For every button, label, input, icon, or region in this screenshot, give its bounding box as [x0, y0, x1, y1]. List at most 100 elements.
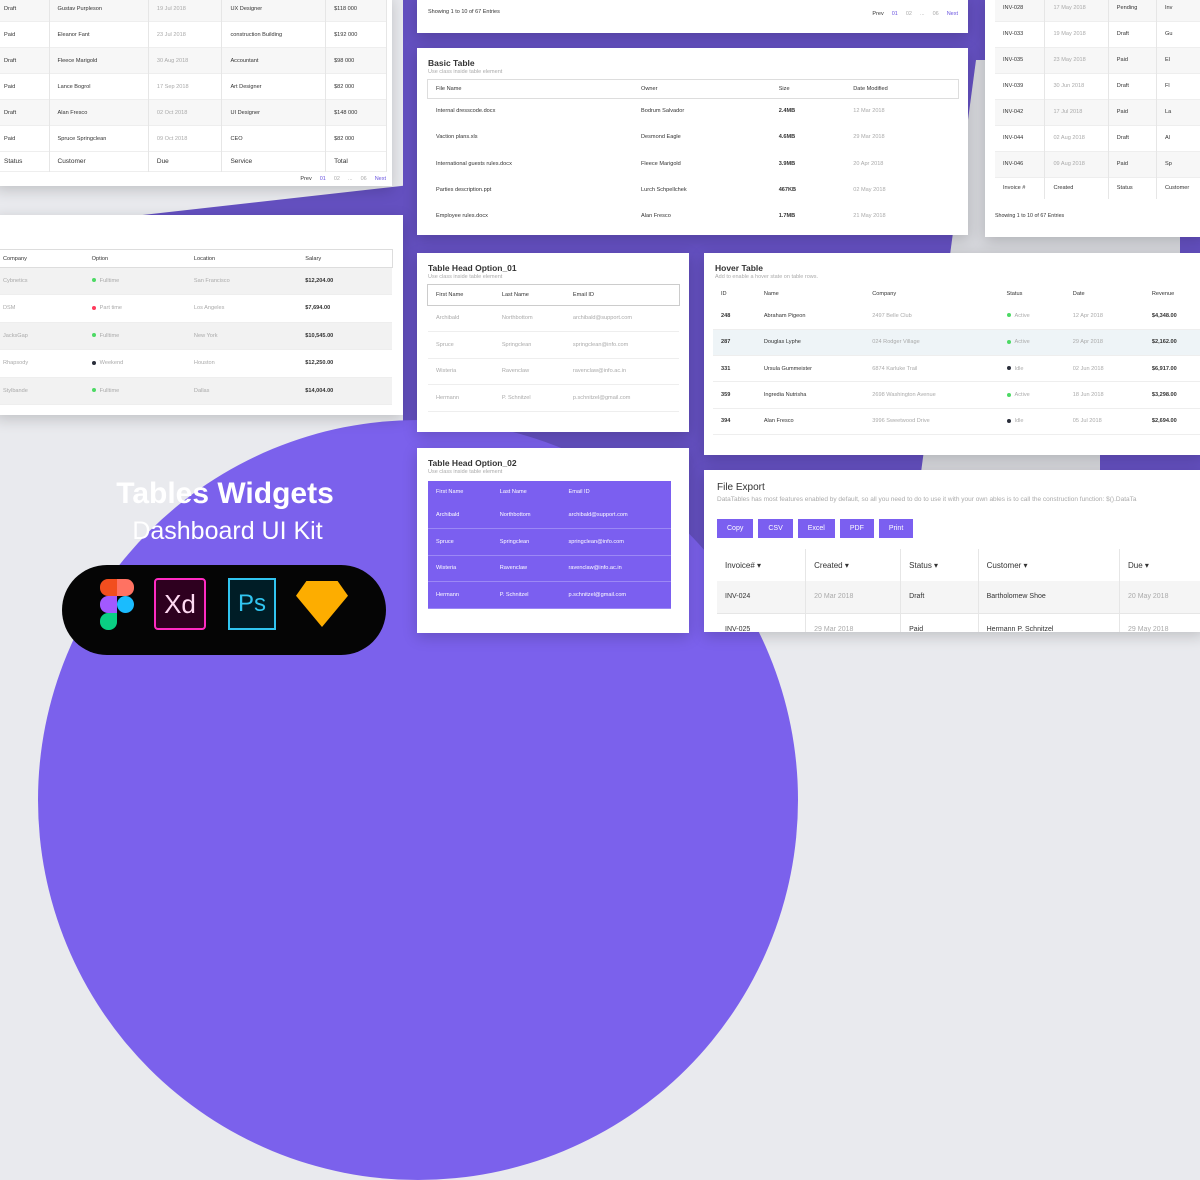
table-row[interactable]: Spruce Springclean springclean@info.com	[428, 332, 679, 358]
page-link[interactable]: ...	[347, 176, 353, 182]
panel-title: Basic Table	[428, 58, 475, 68]
page-link[interactable]: Prev	[300, 176, 312, 182]
sort-caret-icon[interactable]: ▾	[1021, 560, 1028, 570]
table-row[interactable]: Hermann P. Schnitzel p.schnitzel@gmail.com	[428, 582, 671, 608]
column-header[interactable]: Due ▾	[1119, 549, 1200, 581]
table-row[interactable]: JacksGap Fulltime New York $10,545.00	[0, 322, 392, 350]
page-link[interactable]: Prev	[872, 11, 884, 17]
status-cell: Fulltime	[84, 267, 186, 295]
page-link[interactable]: 06	[360, 176, 367, 182]
sort-caret-icon[interactable]: ▾	[842, 560, 849, 570]
table-row[interactable]: 359 Ingredia Nutrisha 2698 Washington Aven…	[713, 381, 1200, 409]
table-cell: Art Designer	[221, 73, 327, 100]
table-row[interactable]: Internal dresscode.docx Bodrum Salvador 2.…	[428, 98, 958, 124]
table-cell: archibald@support.com	[568, 512, 628, 518]
table-cell: Paid	[0, 73, 50, 100]
export-csv-button[interactable]: CSV	[758, 519, 793, 538]
sort-caret-icon[interactable]: ▾	[754, 560, 762, 570]
table-cell: 19 May 2018	[1044, 21, 1109, 47]
table-row[interactable]: Stylbande Fulltime Dallas $14,004.00	[0, 377, 392, 405]
table-row[interactable]: Draft Gustav Purpleson 19 Jul 2018 UX Desig…	[0, 0, 387, 22]
table-row[interactable]: Wisteria Ravenclaw ravenclaw@info.ac.in	[428, 358, 679, 385]
table-cell: INV-044	[995, 125, 1046, 151]
status-label: Active	[1014, 392, 1030, 399]
table-row[interactable]: Cybnetics Fulltime San Francisco $12,204.00	[0, 267, 392, 295]
table-row[interactable]: INV-039 30 Jun 2018 Draft Fl	[995, 73, 1200, 99]
page-link[interactable]: 02	[333, 176, 340, 182]
export-excel-button[interactable]: Excel	[797, 519, 835, 538]
page-link[interactable]: 06	[932, 11, 939, 17]
table-row[interactable]: 394 Alan Fresco 3996 Sweetwood Drive Idle 05…	[713, 408, 1200, 435]
table-row[interactable]: INV-024 20 Mar 2018 Draft Bartholomew Shoe 2…	[717, 581, 1200, 613]
table-cell: 21 May 2018	[853, 213, 886, 220]
pagination: Prev 01 02... 06 Next	[300, 176, 386, 182]
table-cell: Parties description.ppt	[436, 187, 492, 194]
table-cell: Employee rules.docx	[436, 213, 488, 220]
table-row[interactable]: Archibald Northbottom archibald@support.co…	[428, 305, 679, 332]
table-row[interactable]: Spruce Springclean springclean@info.com	[428, 529, 671, 555]
table-row[interactable]: INV-028 17 May 2018 Pending Inv	[995, 0, 1200, 21]
column-header[interactable]: Created ▾	[805, 549, 902, 581]
table-row[interactable]: 287 Douglas Lyphe 024 Rodger Village Active…	[713, 329, 1200, 356]
table-row[interactable]: INV-033 19 May 2018 Draft Gu	[995, 21, 1200, 47]
file-export-table: Invoice# ▾ Created ▾ Status ▾ Customer ▾ Due…	[717, 549, 1200, 632]
table-row[interactable]: 248 Abraham Pigeon 2497 Belle Club Active 12…	[713, 303, 1200, 330]
table-cell: Paid	[1108, 151, 1157, 177]
table-row[interactable]: Paid Spruce Springclean 09 Oct 2018 CEO $82 …	[0, 125, 387, 152]
panel-title: Hover Table	[715, 263, 764, 273]
panel-title: File Export	[717, 482, 765, 493]
column-header[interactable]: Invoice# ▾	[717, 549, 807, 581]
status-cell: Weekend	[84, 350, 186, 378]
column-header: Last Name	[499, 488, 527, 495]
table-cell: Draft	[1108, 125, 1157, 151]
column-header: File Name	[436, 86, 462, 92]
table-row[interactable]: Paid Eleanor Fant 23 Jul 2018 construction …	[0, 21, 387, 48]
table-row[interactable]: INV-046 09 Aug 2018 Paid Sp	[995, 151, 1200, 177]
page-link[interactable]: Next	[946, 11, 958, 17]
salary-table-panel: Company Option Location Salary Cybnetics Full…	[0, 215, 403, 415]
table-cell: $82 000	[325, 125, 387, 152]
status-label: Part time	[99, 305, 123, 312]
table-row[interactable]: Wisteria Ravenclaw ravenclaw@info.ac.in	[428, 555, 671, 582]
page-link[interactable]: 01	[891, 11, 898, 17]
column-header: Email ID	[568, 488, 590, 495]
table-row[interactable]: Archibald Northbottom archibald@support.co…	[428, 502, 671, 529]
table-row[interactable]: Parties description.ppt Lurch Schpellchek…	[428, 177, 958, 203]
sort-caret-icon[interactable]: ▾	[931, 560, 939, 570]
column-header: First Name	[436, 488, 464, 495]
page-link[interactable]: Next	[374, 176, 386, 182]
table-row[interactable]: INV-044 02 Aug 2018 Draft Al	[995, 125, 1200, 151]
table-header-row: Invoice# ▾ Created ▾ Status ▾ Customer ▾ Due…	[717, 549, 1200, 581]
table-cell: $2,162.00	[1151, 339, 1177, 346]
table-cell: Spruce	[436, 341, 454, 348]
table-row[interactable]: Rhapsody Weekend Houston $12,250.00	[0, 349, 392, 378]
page-link[interactable]: 02	[905, 11, 912, 17]
table-row[interactable]: International guests rules.docx Fleece Ma…	[428, 151, 958, 177]
table-row[interactable]: Draft Fleece Marigold 30 Aug 2018 Accountan…	[0, 47, 387, 74]
column-header[interactable]: Customer ▾	[978, 549, 1120, 581]
column-header[interactable]: Status ▾	[900, 549, 979, 581]
table-row[interactable]: Vaction plans.xls Desmond Eagle 4.6MB 29 Ma…	[428, 124, 958, 150]
export-print-button[interactable]: Print	[878, 519, 914, 538]
table-row[interactable]: INV-042 17 Jul 2018 Paid La	[995, 99, 1200, 125]
table-cell: Sp	[1156, 151, 1200, 177]
table-row[interactable]: DSM Part time Los Angeles $7,694.00	[0, 294, 392, 322]
table-head-option-01: First Name Last Name Email ID Archibald Nort…	[427, 284, 680, 412]
sort-caret-icon[interactable]: ▾	[1142, 560, 1149, 570]
page-link[interactable]: ...	[919, 11, 925, 17]
export-copy-button[interactable]: Copy	[717, 519, 754, 538]
table-row[interactable]: Paid Lance Bogrol 17 Sep 2018 Art Designer $…	[0, 73, 387, 100]
page-link[interactable]: 01	[319, 176, 326, 182]
table-cell: Douglas Lyphe	[763, 339, 801, 346]
table-row[interactable]: Draft Alan Fresco 02 Oct 2018 UI Designer $1…	[0, 99, 387, 126]
table-cell: $98 000	[325, 47, 387, 74]
table-row[interactable]: 331 Ursula Gummeister 6874 Karluke Trail Id…	[713, 355, 1200, 382]
table-cell: Al	[1156, 125, 1200, 151]
table-row[interactable]: Employee rules.docx Alan Fresco 1.7MB 21 Ma…	[428, 203, 958, 229]
table-cell: $192 000	[325, 21, 387, 48]
invoice-table-left-panel: Draft Gustav Purpleson 19 Jul 2018 UX Desig…	[0, 0, 392, 186]
table-row[interactable]: Hermann P. Schnitzel p.schnitzel@gmail.com	[428, 385, 679, 411]
export-pdf-button[interactable]: PDF	[839, 519, 874, 538]
table-row[interactable]: INV-035 23 May 2018 Paid El	[995, 47, 1200, 73]
table-row[interactable]: INV-025 29 Mar 2018 Paid Hermann P. Schnitz…	[717, 613, 1200, 632]
